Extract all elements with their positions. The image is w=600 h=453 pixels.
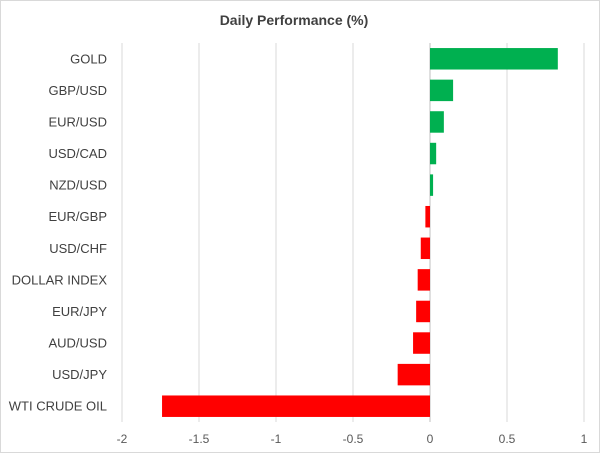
category-label: WTI CRUDE OIL — [9, 399, 107, 414]
category-label: USD/CAD — [48, 146, 107, 161]
bar — [430, 48, 558, 70]
category-label: NZD/USD — [49, 178, 107, 193]
x-tick-label: -1.5 — [189, 432, 210, 446]
bar — [430, 111, 444, 133]
x-tick-label: 0 — [427, 432, 434, 446]
x-tick-label: -0.5 — [343, 432, 364, 446]
category-label: EUR/JPY — [52, 304, 107, 319]
category-label: EUR/USD — [48, 114, 107, 129]
x-axis-tick-labels: -2 -1.5 -1 -0.5 0 0.5 1 — [117, 432, 588, 446]
bar — [413, 332, 430, 354]
bar — [417, 269, 430, 291]
category-label: DOLLAR INDEX — [12, 272, 108, 287]
x-tick-label: 0.5 — [499, 432, 516, 446]
x-tick-label: 1 — [581, 432, 588, 446]
bar — [420, 237, 430, 260]
bars — [162, 48, 558, 417]
category-label: GOLD — [70, 51, 107, 66]
x-tick-label: -1 — [271, 432, 282, 446]
bar — [397, 363, 430, 386]
category-label: GBP/USD — [48, 83, 107, 98]
bar — [425, 205, 430, 228]
bar — [430, 174, 434, 196]
x-tick-label: -2 — [117, 432, 128, 446]
bar — [430, 142, 437, 165]
category-label: USD/CHF — [49, 241, 107, 256]
chart-title: Daily Performance (%) — [220, 12, 369, 28]
category-label: USD/JPY — [52, 367, 107, 382]
bar — [162, 395, 431, 417]
bar — [416, 300, 430, 323]
category-label: EUR/GBP — [48, 209, 107, 224]
category-label: AUD/USD — [48, 336, 107, 351]
bar — [430, 79, 454, 102]
gridlines — [121, 43, 585, 422]
category-labels: GOLD GBP/USD EUR/USD USD/CAD NZD/USD EUR/GBP U… — [9, 51, 108, 413]
